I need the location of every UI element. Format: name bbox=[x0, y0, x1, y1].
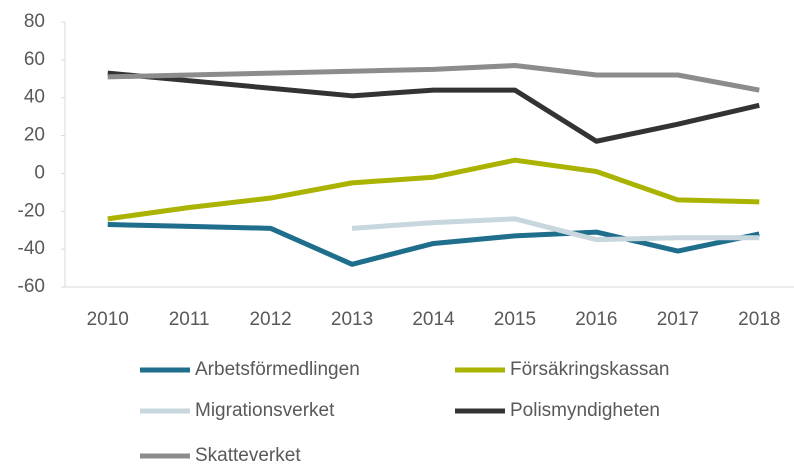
x-tick-label: 2015 bbox=[494, 309, 536, 330]
y-tick-label: 40 bbox=[24, 87, 45, 108]
x-tick-label: 2018 bbox=[738, 309, 780, 330]
x-tick-label: 2014 bbox=[412, 309, 455, 330]
series-line bbox=[107, 222, 760, 267]
series-line bbox=[107, 70, 760, 144]
series-line bbox=[107, 157, 760, 222]
x-tick-label: 2013 bbox=[331, 309, 373, 330]
x-tick-label: 2016 bbox=[575, 309, 617, 330]
y-tick-label: 0 bbox=[34, 162, 45, 183]
legend-label: Skatteverket bbox=[195, 445, 301, 466]
y-tick-label: -60 bbox=[18, 276, 45, 297]
y-tick-label: 60 bbox=[24, 49, 45, 70]
x-tick-label: 2011 bbox=[169, 309, 210, 330]
legend-label: Arbetsförmedlingen bbox=[195, 359, 360, 380]
x-tick-label: 2017 bbox=[657, 309, 699, 330]
x-tick-label: 2010 bbox=[87, 309, 129, 330]
legend-label: Migrationsverket bbox=[195, 400, 335, 421]
y-tick-label: -40 bbox=[18, 238, 45, 259]
y-tick-label: 20 bbox=[24, 125, 45, 146]
series-line bbox=[351, 216, 760, 243]
y-tick-label: -20 bbox=[18, 200, 45, 221]
x-tick-label: 2012 bbox=[249, 309, 291, 330]
series-line bbox=[107, 63, 760, 93]
legend-label: Försäkringskassan bbox=[510, 359, 669, 380]
legend-label: Polismyndigheten bbox=[510, 400, 660, 421]
y-tick-label: 80 bbox=[24, 11, 45, 32]
